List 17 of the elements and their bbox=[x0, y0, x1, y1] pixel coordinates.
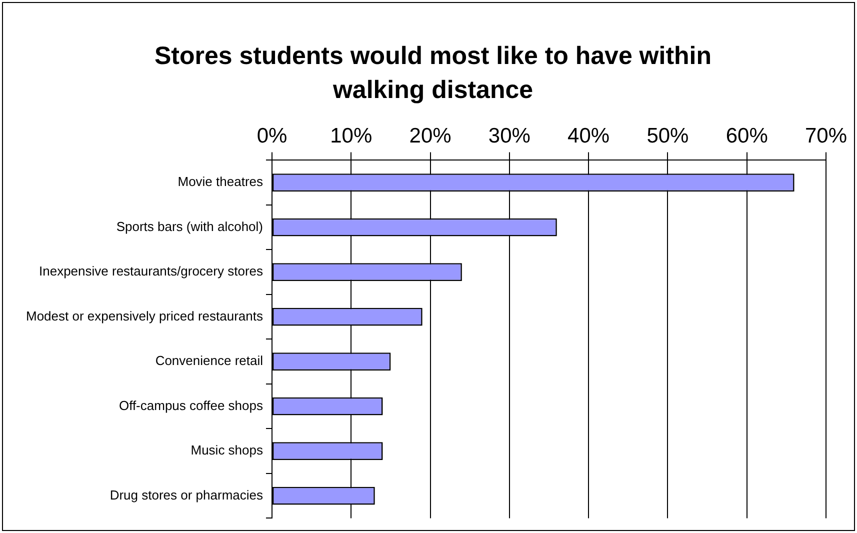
y-tick-label: Drug stores or pharmacies bbox=[110, 487, 264, 502]
y-tick-label: Modest or expensively priced restaurants bbox=[26, 308, 264, 324]
x-tick-label: 70% bbox=[804, 124, 848, 148]
x-tick-label: 0% bbox=[256, 124, 288, 148]
x-tick-label: 30% bbox=[488, 124, 530, 148]
chart-title: Stores students would most like to have within walking distance bbox=[153, 41, 713, 106]
y-tick-label: Convenience retail bbox=[155, 353, 264, 368]
y-tick-label: Music shops bbox=[190, 442, 264, 458]
y-tick-label: Movie theatres bbox=[178, 174, 264, 190]
x-tick-label: 60% bbox=[726, 124, 768, 148]
x-tick-label: 20% bbox=[409, 124, 452, 148]
y-tick-label: Sports bars (with alcohol) bbox=[116, 218, 263, 234]
x-tick-label: 50% bbox=[646, 124, 689, 148]
y-tick-label: Inexpensive restaurants/grocery stores bbox=[39, 264, 264, 279]
x-tick-label: 10% bbox=[330, 124, 372, 148]
y-tick-label: Off-campus coffee shops bbox=[118, 398, 264, 413]
x-tick-label: 40% bbox=[568, 124, 610, 148]
